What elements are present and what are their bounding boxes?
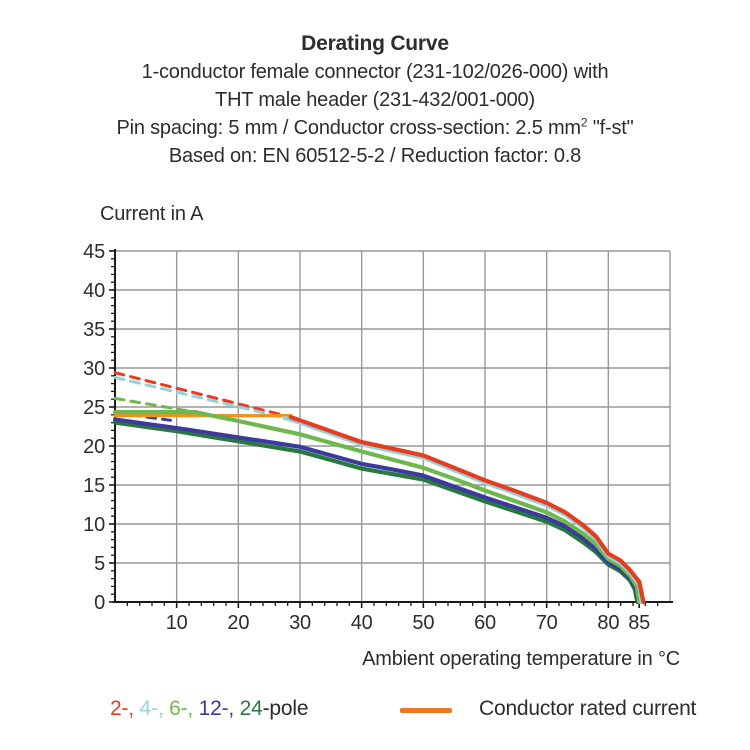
legend-pole-segment: 24	[234, 697, 263, 720]
legend-pole-segment: 12-,	[193, 697, 235, 720]
svg-text:20: 20	[227, 612, 249, 634]
series-4-pole-theoretical	[113, 375, 287, 420]
legend-pole-segment: -pole	[262, 697, 309, 720]
svg-text:30: 30	[83, 358, 105, 380]
chart-subtitle-header: THT male header (231-432/001-000)	[215, 89, 535, 111]
orange-line-swatch-icon	[400, 707, 452, 713]
svg-text:15: 15	[83, 475, 105, 497]
chart-title: Derating Curve	[301, 32, 449, 55]
svg-text:10: 10	[83, 514, 105, 536]
series-2-pole	[288, 415, 646, 605]
gridlines	[115, 250, 671, 602]
legend-pole-segment: 4-,	[133, 697, 164, 720]
svg-text:60: 60	[474, 612, 496, 634]
svg-text:80: 80	[597, 612, 619, 634]
series-2-pole-theoretical	[113, 371, 293, 419]
svg-text:30: 30	[289, 612, 311, 634]
svg-text:25: 25	[83, 397, 105, 419]
svg-text:5: 5	[94, 553, 105, 575]
legend-pole-segment: 6-,	[163, 697, 194, 720]
chart-subtitle-standard: Based on: EN 60512-5-2 / Reduction facto…	[168, 145, 582, 167]
chart-subtitle-pin-spacing: Pin spacing: 5 mm / Conductor cross-sect…	[116, 115, 634, 139]
x-axis-title: Ambient operating temperature in °C	[362, 648, 680, 670]
svg-text:20: 20	[83, 436, 105, 458]
chart-subtitle-connector: 1-conductor female connector (231-102/02…	[141, 61, 609, 83]
series-6-pole	[112, 410, 642, 605]
legend-pole-segment: 2-,	[110, 697, 134, 720]
series-6-pole-theoretical	[113, 396, 197, 414]
legend-pole-counts: 2-, 4-, 6-, 12-, 24-pole	[110, 697, 309, 721]
superscript-2: 2	[580, 115, 588, 130]
axes	[113, 249, 673, 603]
svg-text:85: 85	[628, 612, 650, 634]
svg-text:45: 45	[83, 241, 105, 263]
x-tick-labels: 10 20 30 40 50 60 70 80 85	[166, 612, 651, 634]
chart-title-block: Derating Curve 1-conductor female connec…	[0, 30, 750, 170]
legend-row: 2-, 4-, 6-, 12-, 24-pole Conductor rated…	[0, 697, 750, 727]
svg-text:40: 40	[351, 612, 373, 634]
svg-text:35: 35	[83, 319, 105, 341]
svg-text:50: 50	[412, 612, 434, 634]
legend-conductor-rated-current: Conductor rated current	[400, 697, 696, 721]
svg-text:40: 40	[83, 280, 105, 302]
y-tick-labels: 0 5 10 15 20 25 30 35 40 45	[83, 241, 105, 614]
y-axis-title: Current in A	[100, 203, 204, 225]
svg-text:70: 70	[536, 612, 558, 634]
svg-text:10: 10	[166, 612, 188, 634]
series-12-pole	[112, 417, 641, 605]
legend-rated-label: Conductor rated current	[479, 697, 697, 720]
svg-text:0: 0	[94, 592, 105, 614]
